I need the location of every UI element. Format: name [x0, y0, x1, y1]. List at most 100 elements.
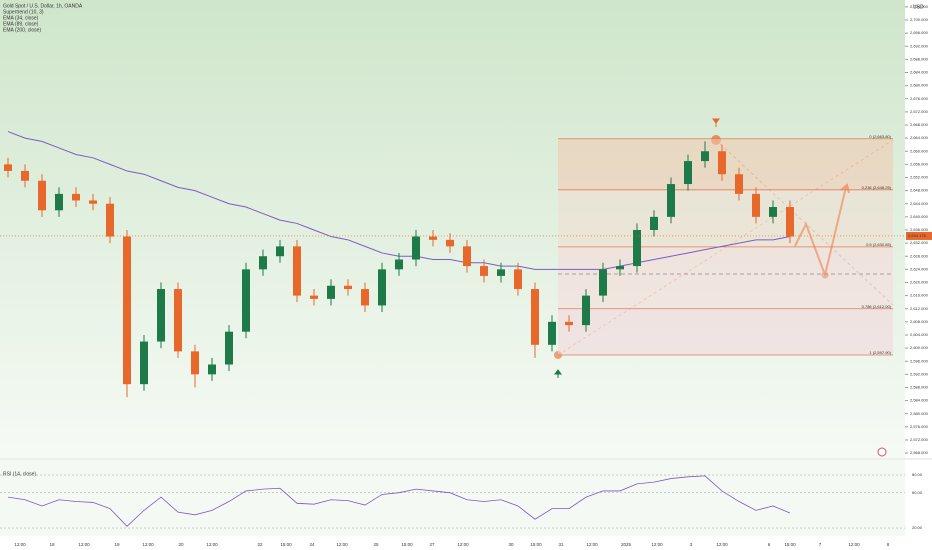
x-tick-label: 20: [178, 542, 184, 547]
y-tick-label: 2,584.000: [910, 398, 929, 403]
candle-body: [395, 259, 403, 270]
candle-body: [718, 151, 726, 175]
y-tick-label: 2,672.000: [910, 109, 929, 114]
fib-zone: [558, 308, 893, 355]
candle-body: [344, 285, 352, 290]
candle-body: [259, 256, 267, 270]
candle-body: [361, 289, 369, 306]
x-tick-label: 2025: [621, 542, 632, 547]
rsi-background: [0, 460, 905, 536]
currency-label: USD: [913, 4, 924, 10]
candle-body: [429, 236, 437, 240]
rsi-title: RSI (14, close): [3, 471, 36, 477]
y-tick-label: 2,692.000: [910, 43, 929, 48]
up-arrow: [554, 369, 562, 378]
x-tick-label: 3: [690, 542, 693, 547]
candle-body: [72, 193, 80, 201]
fib-label: 0 (2,663.80): [869, 134, 891, 139]
y-tick-label: 2,640.000: [910, 214, 929, 219]
candle-body: [684, 161, 692, 185]
candle-body: [208, 364, 216, 375]
y-tick-label: 2,696.000: [910, 30, 929, 35]
candle-body: [480, 266, 488, 276]
candle-body: [616, 266, 624, 270]
candle-body: [191, 351, 199, 375]
y-tick-label: 2,616.000: [910, 293, 929, 298]
x-tick-label: 30: [508, 542, 514, 547]
y-tick-label: 2,680.000: [910, 83, 929, 88]
rsi-tick-label: 60.00: [912, 490, 923, 495]
candle-body: [633, 229, 641, 267]
indicator-label: EMA (34, close): [3, 15, 39, 21]
indicator-label: EMA (89, close): [3, 21, 39, 27]
x-tick-label: 12:00: [14, 542, 26, 547]
y-tick-label: 2,644.000: [910, 201, 929, 206]
y-tick-label: 2,576.000: [910, 424, 929, 429]
x-tick-label: 12:00: [78, 542, 90, 547]
candle-body: [327, 285, 335, 299]
event-icon: [877, 447, 887, 457]
x-tick-label: 19: [114, 542, 120, 547]
candle-body: [123, 236, 131, 385]
candle-body: [412, 236, 420, 260]
x-tick-label: 15:00: [401, 542, 413, 547]
x-tick-label: 8: [887, 542, 890, 547]
fib-zone: [558, 189, 893, 247]
x-tick-label: 25: [373, 542, 379, 547]
x-tick-label: 15:00: [280, 542, 292, 547]
last-price-badge: [906, 231, 932, 240]
candle-body: [140, 341, 148, 385]
y-tick-label: 2,604.000: [910, 332, 929, 337]
x-tick-label: 6: [768, 542, 771, 547]
y-tick-label: 2,652.000: [910, 175, 929, 180]
down-arrow: [712, 118, 720, 127]
price-axis: [905, 0, 932, 550]
indicator-label: EMA (200, close): [3, 27, 41, 33]
y-tick-label: 2,620.000: [910, 280, 929, 285]
candle-body: [769, 207, 777, 217]
candle-body: [106, 203, 114, 237]
candle-body: [548, 321, 556, 345]
candle-body: [667, 184, 675, 217]
x-tick-label: 12:00: [848, 542, 860, 547]
y-tick-label: 2,700.000: [910, 17, 929, 22]
candle-body: [701, 151, 709, 162]
y-tick-label: 2,668.000: [910, 122, 929, 127]
candle-body: [157, 289, 165, 342]
x-tick-label: 12:00: [716, 542, 728, 547]
candle-body: [55, 193, 63, 211]
candle-body: [293, 246, 301, 296]
candle-body: [38, 180, 46, 211]
candle-body: [650, 216, 658, 230]
x-tick-label: 7: [819, 542, 822, 547]
x-tick-label: 18: [49, 542, 55, 547]
candle-body: [242, 269, 250, 332]
candle-body: [752, 193, 760, 217]
y-tick-label: 2,624.000: [910, 266, 929, 271]
fib-label: 0.786 (2,612.00): [862, 304, 892, 309]
rsi-tick-label: 20.00: [912, 525, 923, 530]
candle-body: [446, 239, 454, 247]
candle-body: [599, 269, 607, 296]
candle-body: [735, 174, 743, 194]
candle-body: [786, 207, 794, 237]
rsi-tick-label: 80.00: [912, 472, 923, 477]
x-tick-label: 24: [309, 542, 315, 547]
x-tick-label: 12:00: [206, 542, 218, 547]
y-tick-label: 2,596.000: [910, 358, 929, 363]
candle-body: [565, 321, 573, 326]
y-tick-label: 2,572.000: [910, 437, 929, 442]
candle-body: [463, 246, 471, 267]
candle-body: [21, 170, 29, 181]
candle-body: [531, 289, 539, 345]
y-tick-label: 2,656.000: [910, 161, 929, 166]
fib-zone: [558, 246, 893, 309]
y-tick-label: 2,648.000: [910, 188, 929, 193]
y-tick-label: 2,608.000: [910, 319, 929, 324]
y-tick-label: 2,600.000: [910, 345, 929, 350]
y-tick-label: 2,636.000: [910, 227, 929, 232]
x-tick-label: 15:00: [530, 542, 542, 547]
x-tick-label: 12:00: [586, 542, 598, 547]
candle-body: [225, 331, 233, 365]
